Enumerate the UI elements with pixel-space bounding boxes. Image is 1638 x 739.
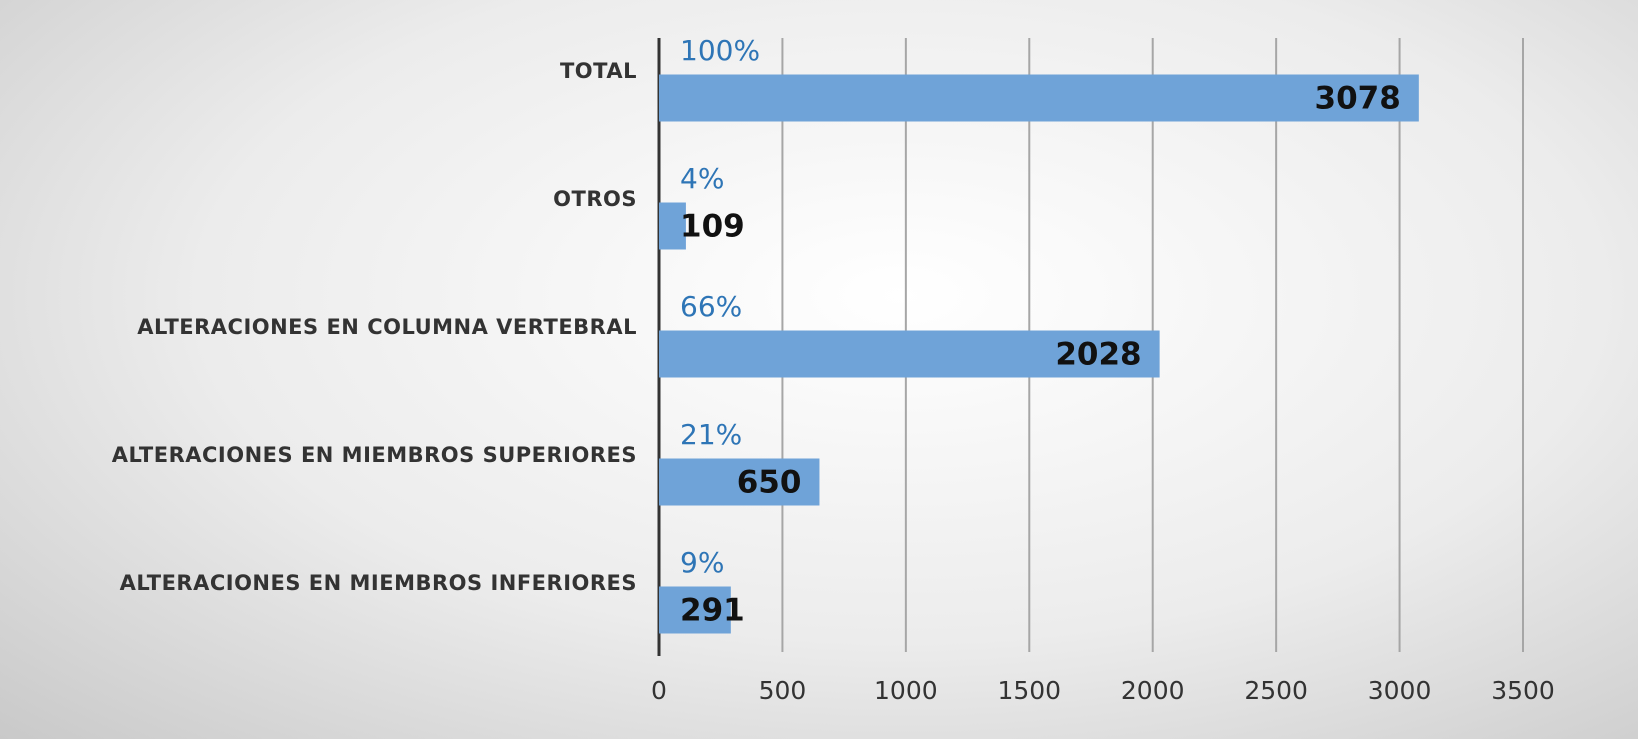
x-tick-label: 3500 bbox=[1491, 676, 1555, 705]
value-label: 2028 bbox=[1055, 337, 1141, 373]
percent-label: 100% bbox=[680, 34, 760, 67]
x-tick-label: 0 bbox=[651, 676, 667, 705]
x-tick-label: 2500 bbox=[1244, 676, 1308, 705]
x-tick-label: 1500 bbox=[997, 676, 1061, 705]
bar bbox=[659, 586, 731, 634]
category-label: TOTAL bbox=[560, 59, 637, 83]
bar bbox=[659, 330, 1160, 378]
bar bbox=[659, 458, 820, 506]
value-label: 3078 bbox=[1315, 81, 1401, 117]
percent-label: 9% bbox=[680, 546, 724, 579]
x-tick-label: 2000 bbox=[1121, 676, 1185, 705]
category-label: ALTERACIONES EN MIEMBROS SUPERIORES bbox=[112, 443, 637, 467]
x-tick-label: 1000 bbox=[874, 676, 938, 705]
category-label: ALTERACIONES EN COLUMNA VERTEBRAL bbox=[137, 315, 637, 339]
value-label: 291 bbox=[680, 593, 745, 629]
x-tick-label: 3000 bbox=[1368, 676, 1432, 705]
value-label: 109 bbox=[680, 209, 745, 245]
category-label: OTROS bbox=[553, 187, 637, 211]
category-label: ALTERACIONES EN MIEMBROS INFERIORES bbox=[120, 571, 637, 595]
bar bbox=[659, 202, 686, 250]
x-tick-label: 500 bbox=[759, 676, 807, 705]
bar bbox=[659, 74, 1419, 122]
value-label: 650 bbox=[737, 465, 802, 501]
percent-label: 66% bbox=[680, 290, 742, 323]
percent-label: 4% bbox=[680, 162, 724, 195]
percent-label: 21% bbox=[680, 418, 742, 451]
